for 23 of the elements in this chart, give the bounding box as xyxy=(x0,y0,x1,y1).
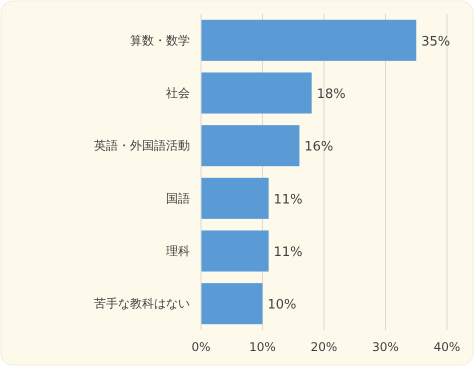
bar xyxy=(201,125,300,166)
bar xyxy=(201,230,269,272)
y-tick-label: 算数・数学 xyxy=(130,33,190,48)
x-tick-label: 0% xyxy=(191,340,211,354)
y-tick-label: 国語 xyxy=(166,191,190,206)
data-label: 10% xyxy=(268,298,296,313)
x-tick-label: 10% xyxy=(249,340,276,354)
y-tick-label: 苦手な教科はない xyxy=(94,296,190,311)
x-tick-label: 40% xyxy=(434,340,460,354)
bar xyxy=(201,283,262,324)
bar xyxy=(201,20,416,61)
bar xyxy=(201,178,269,219)
bar xyxy=(201,72,312,114)
data-label: 11% xyxy=(274,245,303,260)
y-tick-label: 社会 xyxy=(166,86,190,100)
data-label: 35% xyxy=(421,34,450,50)
y-tick-label: 英語・外国語活動 xyxy=(94,138,190,153)
x-tick-label: 30% xyxy=(372,340,399,354)
data-label: 18% xyxy=(316,87,346,102)
data-label: 16% xyxy=(304,140,334,155)
x-tick-label: 20% xyxy=(310,340,338,354)
data-label: 11% xyxy=(274,192,303,208)
y-tick-label: 理科 xyxy=(166,244,190,258)
